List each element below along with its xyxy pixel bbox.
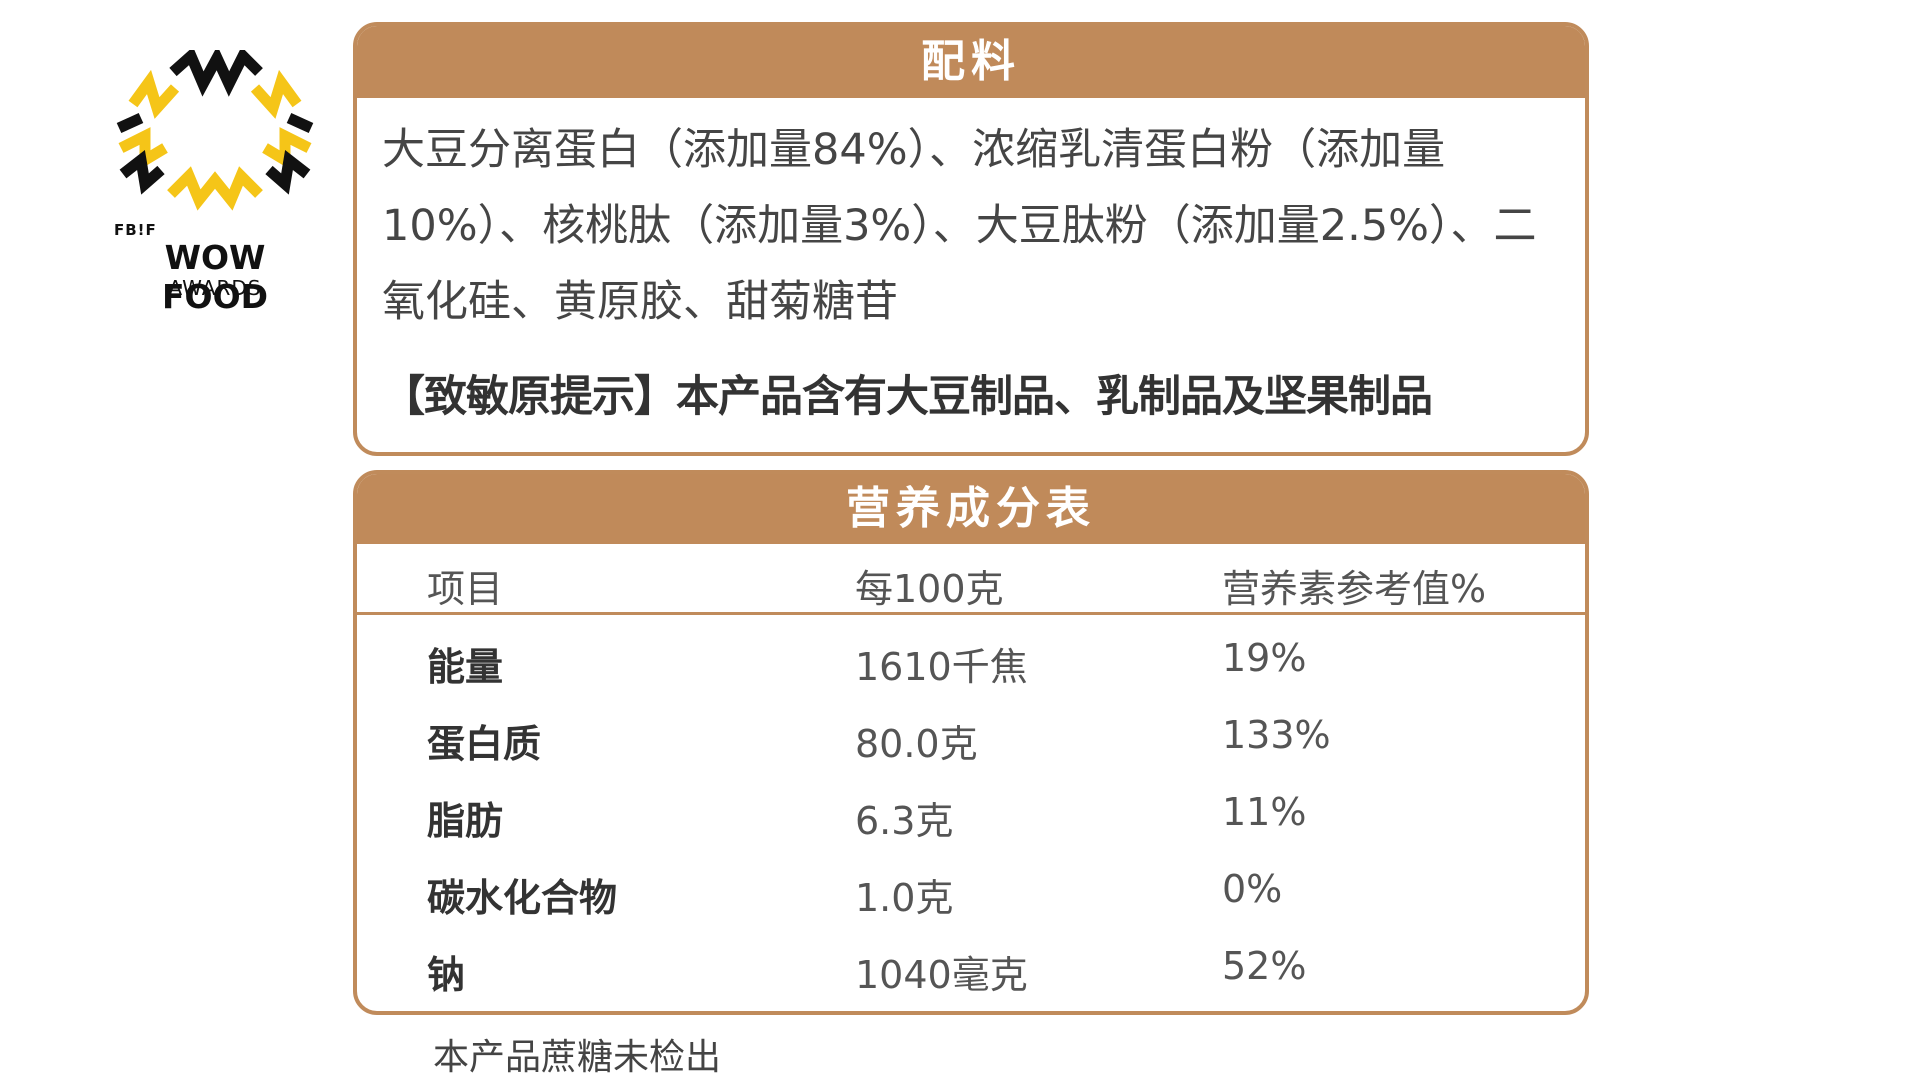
sucrose-footnote: 本产品蔗糖未检出	[433, 1037, 722, 1078]
ingredients-title: 配料	[357, 26, 1585, 98]
ingredients-body: 大豆分离蛋白（添加量84%）、浓缩乳清蛋白粉（添加量10%）、核桃肽（添加量3%…	[357, 98, 1585, 424]
fbif-label: FB!F	[114, 221, 157, 239]
nutrient-amount: 1040毫克	[855, 953, 1028, 997]
wow-food-awards-logo: FB!F WOW FOOD AWARDS	[110, 50, 320, 316]
nutrient-name: 能量	[427, 645, 504, 689]
nutrition-title: 营养成分表	[357, 474, 1585, 544]
nutrient-amount: 80.0克	[855, 722, 978, 766]
nutrient-nrv: 133%	[1222, 713, 1331, 757]
allergen-notice: 【致敏原提示】本产品含有大豆制品、乳制品及坚果制品	[382, 372, 1433, 422]
nutrient-amount: 6.3克	[855, 799, 954, 843]
nutrient-nrv: 11%	[1222, 790, 1307, 834]
nutrient-name: 脂肪	[427, 799, 504, 843]
nutrient-amount: 1610千焦	[855, 645, 1028, 689]
nutrient-name: 蛋白质	[427, 722, 542, 766]
nutrient-amount: 1.0克	[855, 876, 954, 920]
nutrient-name: 钠	[427, 953, 466, 997]
wow-food-label: WOW FOOD	[161, 238, 269, 316]
starburst-icon	[116, 50, 314, 211]
ingredients-panel: 配料 大豆分离蛋白（添加量84%）、浓缩乳清蛋白粉（添加量10%）、核桃肽（添加…	[353, 22, 1589, 456]
nutrient-name: 碳水化合物	[427, 876, 618, 920]
nutrition-facts-panel: 营养成分表 项目 每100克 营养素参考值% 能量 1610千焦 19% 蛋白质…	[353, 470, 1589, 1015]
header-nrv: 营养素参考值%	[1222, 567, 1487, 611]
nutrient-nrv: 0%	[1222, 867, 1283, 911]
nutrient-nrv: 19%	[1222, 636, 1307, 680]
header-divider	[357, 612, 1585, 615]
header-item: 项目	[427, 567, 504, 611]
nutrient-nrv: 52%	[1222, 944, 1307, 988]
ingredients-list: 大豆分离蛋白（添加量84%）、浓缩乳清蛋白粉（添加量10%）、核桃肽（添加量3%…	[382, 125, 1537, 327]
header-per-100g: 每100克	[855, 567, 1004, 611]
awards-label: AWARDS	[168, 276, 262, 300]
